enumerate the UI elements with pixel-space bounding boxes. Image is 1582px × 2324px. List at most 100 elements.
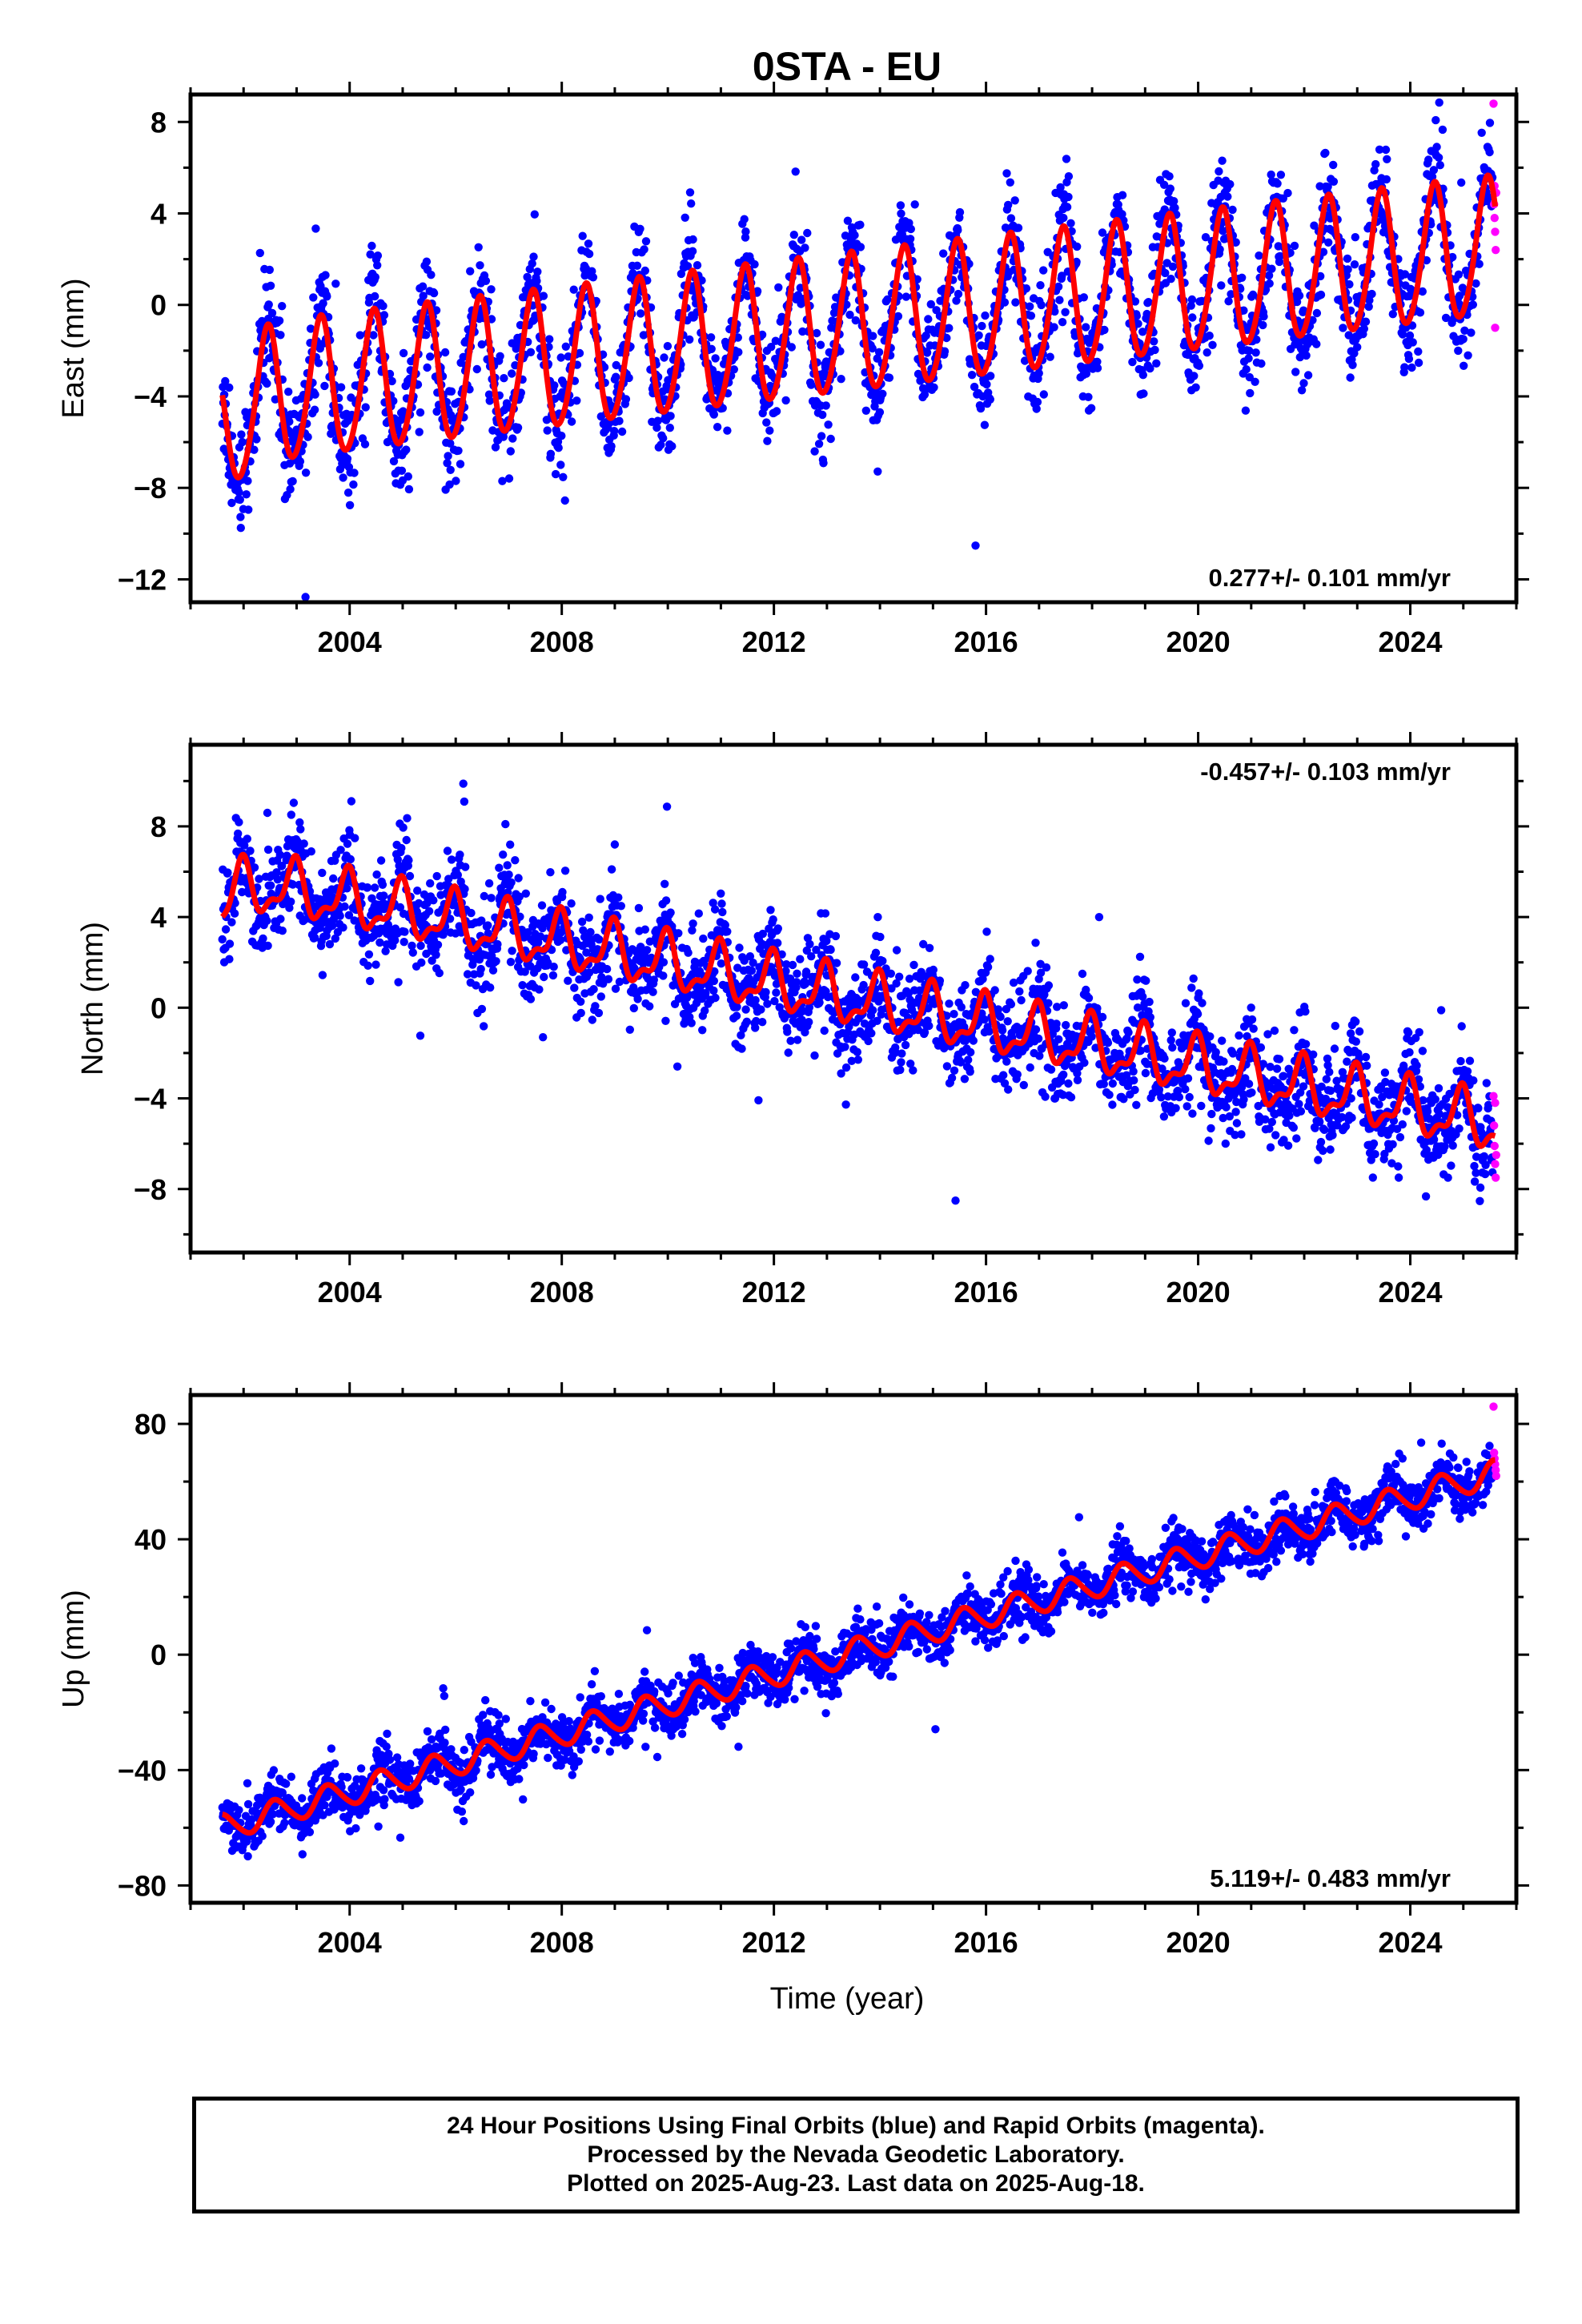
east-final-point bbox=[244, 505, 253, 514]
east-final-point bbox=[523, 272, 532, 282]
east-final-point bbox=[1259, 312, 1268, 321]
east-final-point bbox=[1245, 372, 1255, 382]
east-final-point bbox=[1219, 227, 1227, 235]
north-final-point bbox=[1219, 1057, 1228, 1066]
north-final-point bbox=[1159, 1112, 1169, 1121]
north-final-point bbox=[886, 969, 896, 979]
east-final-point bbox=[873, 467, 882, 476]
north-final-point bbox=[351, 834, 359, 842]
north-final-point bbox=[246, 846, 255, 855]
east-final-point bbox=[1227, 290, 1235, 299]
east-final-point bbox=[1242, 365, 1251, 374]
east-x-tick-label: 2020 bbox=[1166, 625, 1231, 658]
north-final-point bbox=[761, 987, 770, 997]
east-final-point bbox=[1010, 196, 1019, 205]
north-final-point bbox=[428, 956, 436, 965]
east-final-point bbox=[1310, 221, 1319, 230]
east-final-point bbox=[1039, 390, 1049, 399]
north-final-point bbox=[285, 903, 294, 912]
east-final-point bbox=[936, 296, 945, 305]
north-final-point bbox=[576, 1008, 585, 1018]
north-final-point bbox=[873, 913, 882, 922]
north-final-point bbox=[1078, 969, 1087, 979]
north-final-point bbox=[267, 881, 275, 890]
north-final-point bbox=[370, 883, 379, 892]
east-final-point bbox=[295, 457, 305, 466]
east-final-point bbox=[1191, 383, 1200, 392]
north-final-point bbox=[1197, 1101, 1206, 1111]
east-final-point bbox=[252, 435, 261, 444]
north-final-point bbox=[283, 842, 292, 850]
east-final-point bbox=[347, 393, 355, 402]
east-final-point bbox=[1398, 330, 1407, 339]
north-final-point bbox=[564, 976, 572, 985]
north-final-point bbox=[459, 779, 468, 788]
east-final-point bbox=[484, 390, 494, 399]
east-final-point bbox=[1170, 203, 1179, 212]
north-final-point bbox=[453, 870, 462, 879]
east-final-point bbox=[1187, 295, 1197, 304]
north-final-point bbox=[925, 1021, 934, 1031]
east-final-point bbox=[323, 292, 331, 301]
east-final-point bbox=[443, 459, 452, 468]
north-final-point bbox=[634, 903, 644, 913]
north-final-point bbox=[607, 865, 616, 874]
north-final-point bbox=[602, 964, 612, 974]
east-final-point bbox=[1265, 279, 1274, 288]
north-final-point bbox=[1099, 1080, 1109, 1088]
north-final-point bbox=[1289, 1123, 1299, 1132]
north-final-point bbox=[1231, 1108, 1240, 1116]
north-final-point bbox=[659, 971, 668, 980]
east-final-point bbox=[584, 249, 594, 259]
north-final-point bbox=[853, 1055, 863, 1064]
north-final-point bbox=[699, 934, 708, 943]
east-final-point bbox=[753, 287, 762, 296]
east-final-point bbox=[971, 541, 980, 550]
north-final-point bbox=[492, 957, 500, 966]
east-final-point bbox=[530, 210, 539, 219]
north-final-point bbox=[1275, 1055, 1284, 1063]
north-final-point bbox=[596, 992, 605, 1001]
north-final-point bbox=[1247, 1088, 1256, 1097]
east-final-point bbox=[255, 248, 264, 258]
east-final-point bbox=[851, 316, 861, 325]
east-final-point bbox=[930, 383, 938, 392]
north-final-point bbox=[1295, 1100, 1303, 1108]
north-final-point bbox=[741, 1005, 750, 1014]
east-final-point bbox=[1138, 371, 1148, 380]
north-final-orbit-points bbox=[218, 779, 1497, 1206]
east-final-point bbox=[740, 215, 749, 223]
north-final-point bbox=[366, 976, 375, 986]
north-final-point bbox=[869, 1006, 877, 1015]
east-final-point bbox=[1375, 145, 1384, 154]
north-final-point bbox=[230, 909, 239, 918]
east-final-point bbox=[1011, 298, 1020, 307]
east-final-point bbox=[1082, 323, 1090, 332]
north-final-point bbox=[331, 934, 339, 943]
north-final-point bbox=[343, 839, 352, 848]
east-final-point bbox=[1186, 301, 1195, 310]
east-final-point bbox=[1190, 372, 1199, 380]
north-final-point bbox=[521, 889, 530, 899]
east-final-point bbox=[1401, 324, 1411, 332]
north-final-point bbox=[942, 1062, 952, 1071]
north-final-point bbox=[508, 947, 516, 955]
east-final-point bbox=[1291, 368, 1300, 376]
east-final-point bbox=[693, 261, 702, 270]
east-final-point bbox=[910, 200, 919, 209]
east-final-point bbox=[713, 371, 722, 380]
north-final-point bbox=[1283, 1141, 1293, 1150]
east-final-point bbox=[1066, 219, 1075, 227]
east-final-point bbox=[419, 292, 428, 300]
north-final-point bbox=[484, 879, 494, 888]
north-final-point bbox=[662, 802, 672, 811]
north-final-point bbox=[447, 855, 456, 864]
north-final-point bbox=[400, 938, 408, 947]
north-final-point bbox=[1098, 1012, 1107, 1022]
east-final-point bbox=[1228, 205, 1237, 215]
east-final-point bbox=[926, 300, 936, 309]
east-final-point bbox=[1014, 223, 1023, 232]
north-final-point bbox=[878, 956, 887, 966]
north-final-point bbox=[576, 997, 585, 1007]
